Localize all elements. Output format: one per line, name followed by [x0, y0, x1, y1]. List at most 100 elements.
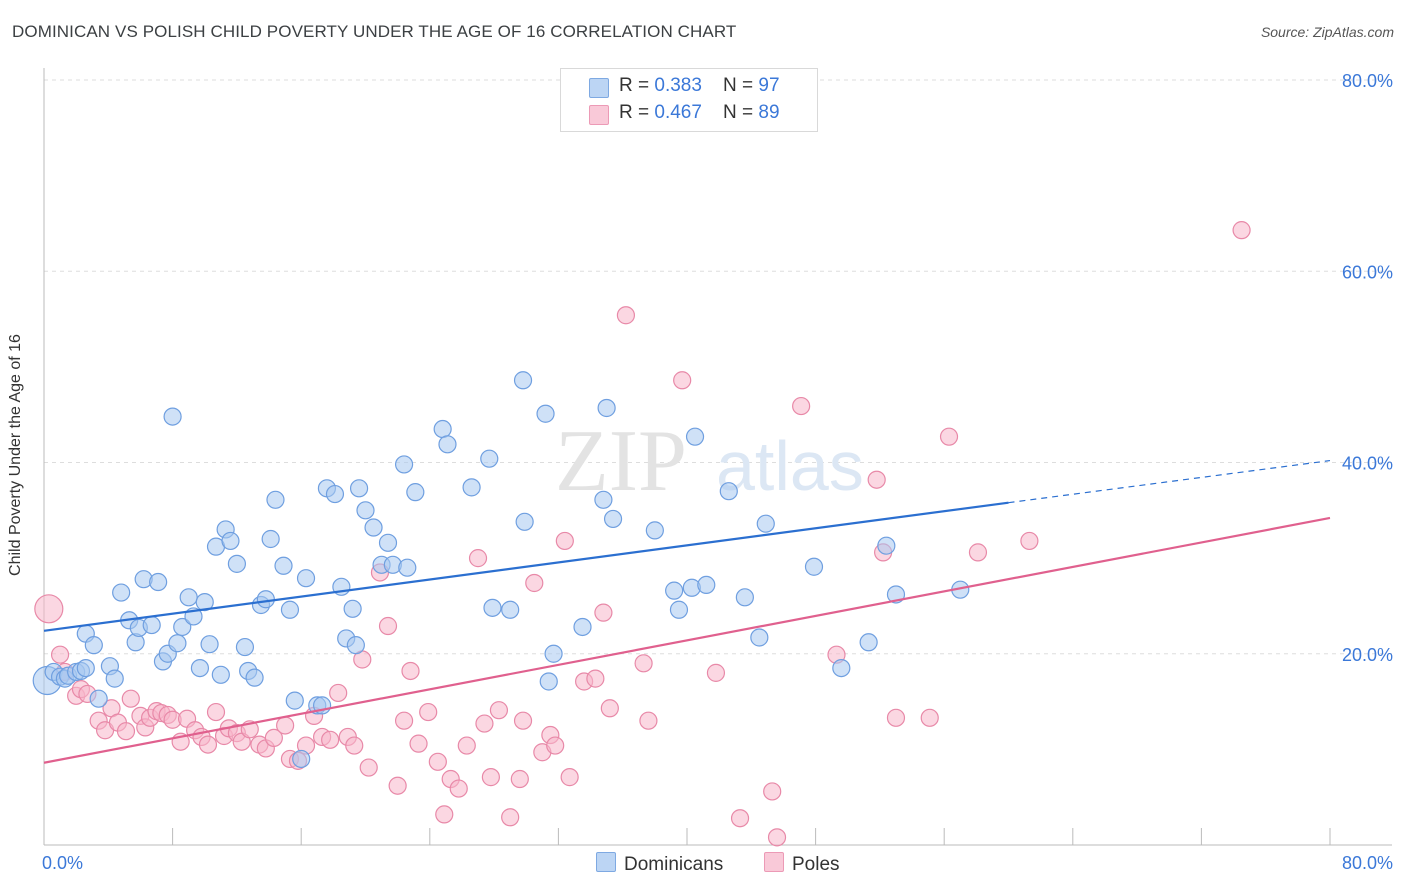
dominicans-point — [227, 554, 246, 573]
dominicans-point — [89, 689, 108, 708]
dominicans-point — [84, 636, 103, 655]
poles-point — [401, 661, 420, 681]
dominicans-point — [513, 371, 533, 390]
dominicans-point — [76, 658, 95, 678]
dominicans-point — [438, 435, 457, 454]
poles-point — [321, 730, 340, 749]
dominicans-point — [665, 581, 684, 600]
poles-point — [600, 699, 619, 718]
bottom-legend-label-poles: Poles — [792, 854, 840, 875]
dominicans-point — [211, 665, 230, 684]
legend-r-value: 0.467 — [654, 102, 702, 123]
y-axis-label: Child Poverty Under the Age of 16 — [7, 334, 24, 576]
dominicans-point — [573, 617, 592, 637]
poles-point — [1232, 221, 1251, 240]
dominicans-point — [697, 575, 716, 595]
grid-lines — [44, 79, 1392, 655]
dominicans-point — [179, 588, 198, 607]
watermark-zip: ZIP — [555, 413, 687, 510]
axes — [43, 68, 1392, 846]
dominicans-point — [168, 634, 187, 653]
poles-trend-line — [43, 516, 1331, 764]
poles-point — [525, 573, 544, 593]
dominicans-point — [480, 449, 499, 468]
poles-point — [513, 711, 533, 730]
dominicans-point — [235, 637, 255, 657]
bottom-legend-poles: Poles — [764, 852, 840, 876]
poles-point — [1020, 531, 1039, 551]
y-tick-label: 40.0% — [1342, 454, 1393, 474]
poles-point — [481, 768, 500, 787]
dominicans-point — [349, 479, 369, 498]
poles-point — [489, 701, 509, 720]
dominicans-point — [149, 572, 168, 592]
legend-r-label: R = — [619, 75, 655, 96]
poles-point — [475, 714, 494, 733]
dominicans-point — [292, 749, 311, 769]
dominicans-point — [261, 529, 280, 549]
poles-point — [867, 470, 886, 489]
legend-n-value: 97 — [758, 75, 780, 96]
dominicans-point — [200, 635, 219, 654]
poles-point — [276, 716, 295, 735]
dominicans-point — [394, 455, 414, 474]
dominicans-point — [433, 419, 452, 439]
dominicans-point — [735, 588, 754, 607]
poles-point — [378, 616, 398, 636]
dominicans-point — [325, 484, 345, 504]
poles-point — [560, 768, 579, 787]
bottom-legend-swatch-dominicans — [596, 852, 616, 872]
dominicans-point — [195, 593, 214, 612]
poles-point — [34, 594, 64, 624]
poles-point — [121, 689, 140, 708]
dominicans-point — [296, 569, 316, 588]
dominicans-point — [356, 501, 375, 520]
dominicans-point — [669, 600, 689, 619]
poles-point — [594, 603, 613, 622]
dominicans-point — [142, 615, 161, 635]
dominicans-point — [364, 518, 383, 537]
chart-title: DOMINICAN VS POLISH CHILD POVERTY UNDER … — [12, 22, 737, 41]
y-tick-label: 20.0% — [1342, 645, 1393, 665]
poles-point — [50, 645, 70, 664]
poles-point — [359, 758, 378, 777]
dominicans-point — [750, 628, 769, 647]
x-tick-label-min: 0.0% — [42, 853, 83, 873]
poles-point — [435, 805, 454, 824]
dominicans-point — [685, 427, 705, 446]
legend-swatch-poles — [589, 105, 609, 125]
poles-point — [920, 708, 939, 727]
poles-point — [555, 531, 574, 551]
poles-point — [616, 306, 636, 325]
poles-point — [673, 371, 692, 390]
stats-legend: R = 0.383 N = 97 R = 0.467 N = 89 — [560, 68, 818, 132]
poles-point — [419, 702, 438, 722]
dominicans-point — [105, 669, 124, 688]
poles-point — [428, 752, 447, 771]
poles-point — [409, 734, 428, 753]
dominicans-point — [274, 556, 293, 575]
dominicans-point — [285, 691, 304, 710]
poles-point — [116, 722, 136, 741]
poles-point — [886, 708, 906, 727]
dominicans-point — [877, 536, 896, 555]
poles-point — [510, 769, 529, 789]
poles-point — [449, 779, 468, 798]
poles-point — [546, 736, 565, 755]
bottom-legend-dominicans: Dominicans — [596, 852, 723, 876]
poles-point — [639, 711, 658, 730]
dominicans-point — [483, 598, 502, 617]
poles-point — [501, 808, 520, 827]
dominicans-point — [245, 668, 264, 687]
dominicans-point — [859, 633, 878, 652]
dominicans-point — [462, 478, 481, 497]
y-tick-label: 80.0% — [1342, 71, 1393, 91]
legend-swatch-dominicans — [589, 78, 609, 98]
dominicans-point — [536, 404, 555, 423]
dominicans-point — [501, 600, 520, 619]
dominicans-point — [266, 490, 285, 509]
dominicans-point — [406, 483, 425, 502]
poles-points — [34, 221, 1251, 847]
dominicans-point — [539, 672, 558, 691]
dominicans-points — [32, 371, 970, 769]
